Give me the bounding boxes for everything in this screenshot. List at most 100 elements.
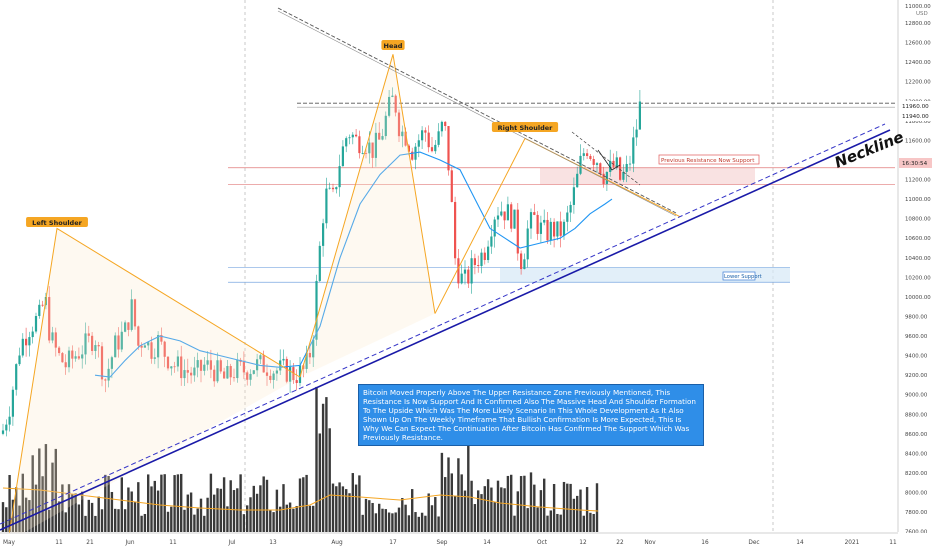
trend-lines: [0, 7, 891, 531]
candle-body: [595, 163, 599, 165]
candle-body: [71, 350, 74, 359]
volume-bar: [576, 495, 579, 532]
volume-bar: [391, 513, 394, 532]
volume-bar: [546, 515, 549, 532]
zones: [228, 102, 895, 283]
x-tick-label: 12: [579, 540, 587, 546]
volume-bar: [440, 452, 444, 532]
candle-body: [67, 350, 71, 368]
candle-body: [351, 134, 354, 138]
candle-body: [625, 163, 628, 172]
price-tag-upper-2-bg: [899, 111, 932, 121]
candle-body: [609, 160, 612, 173]
volume-bar: [279, 506, 282, 532]
candle-body: [543, 219, 546, 223]
volume-bar: [183, 509, 186, 532]
candle-body: [536, 214, 539, 234]
volume-bar: [572, 498, 576, 532]
candle-body: [74, 356, 77, 359]
volume-bar: [216, 488, 219, 532]
volume-bar: [255, 493, 259, 532]
volume-bar: [130, 491, 133, 532]
volume-bar: [120, 477, 123, 532]
candle-body: [282, 358, 285, 361]
volume-ma-line: [2, 487, 599, 512]
x-tick-label: 16: [701, 540, 709, 546]
volume-bar: [496, 480, 500, 532]
candle-body: [163, 341, 166, 357]
y-tick-label: 10800.00: [905, 217, 931, 223]
resistance-zone: [540, 167, 755, 185]
candle-body: [576, 173, 579, 188]
candle-body: [569, 204, 572, 213]
candle-body: [477, 265, 480, 267]
candle-body: [463, 269, 467, 274]
candle-body: [612, 160, 615, 167]
y-tick-label: 8000.00: [905, 491, 928, 497]
candle-body: [444, 121, 447, 127]
candle-body: [407, 145, 410, 152]
y-tick-label: 9400.00: [905, 354, 928, 360]
candle-body: [289, 367, 292, 382]
candle-body: [61, 353, 64, 363]
candle-body: [559, 221, 562, 236]
candle-body: [348, 137, 351, 139]
volume-bar: [67, 484, 71, 532]
volume-bar: [490, 487, 493, 532]
left-shoulder-label: Left Shoulder: [32, 219, 82, 227]
candle-body: [331, 187, 335, 190]
candle-body: [157, 335, 160, 358]
x-tick-label: 22: [616, 540, 624, 546]
candle-body: [147, 342, 150, 346]
price-tag-upper-2: 11940.00: [902, 114, 929, 120]
candle-body: [130, 299, 133, 330]
volume-bar: [61, 484, 64, 532]
candle-body: [533, 212, 536, 215]
volume-bar: [104, 474, 107, 532]
volume-bar: [249, 497, 252, 532]
volume-bar: [321, 403, 325, 532]
volume-bar: [463, 490, 467, 532]
candle-body: [298, 365, 302, 384]
y-tick-label: 12200.00: [905, 80, 931, 86]
volume-bar: [351, 473, 354, 532]
volume-bar: [378, 503, 381, 532]
candle-body: [41, 304, 44, 306]
left-shoulder-label-box: [26, 217, 88, 227]
candle-body: [272, 373, 275, 380]
candle-body: [223, 371, 226, 379]
volume-bar: [107, 475, 110, 532]
volume-bar: [51, 462, 54, 532]
volume-bar: [559, 514, 562, 532]
candle-body: [133, 299, 137, 327]
volume-bar: [434, 497, 437, 532]
volume-bar: [371, 502, 374, 532]
volume-bar: [414, 512, 417, 532]
price-tag-current-bg: [899, 158, 932, 168]
candle-body: [166, 356, 170, 369]
support-label: Lower Support: [724, 274, 762, 280]
candle-body: [496, 215, 500, 220]
candle-body: [592, 159, 595, 165]
candle-body: [295, 380, 298, 384]
candle-body: [599, 163, 602, 174]
volume-bar: [331, 483, 335, 532]
support-label-box: [722, 271, 756, 281]
candle-body: [529, 212, 533, 229]
candle-body: [513, 209, 516, 229]
y-tick-label: 8800.00: [905, 412, 928, 418]
candle-body: [275, 370, 278, 374]
candle-body: [246, 372, 249, 380]
candle-body: [84, 333, 87, 355]
candle-body: [546, 219, 549, 241]
candle-body: [523, 259, 526, 270]
candle-body: [520, 253, 523, 270]
candle-body: [437, 131, 440, 145]
volume-bar: [302, 477, 305, 532]
candle-body: [209, 360, 212, 370]
candle-body: [374, 132, 377, 158]
left-shoulder-lines: [7, 227, 301, 542]
volume-bar: [315, 386, 318, 532]
candle-body: [553, 221, 556, 237]
candle-body: [97, 345, 100, 347]
